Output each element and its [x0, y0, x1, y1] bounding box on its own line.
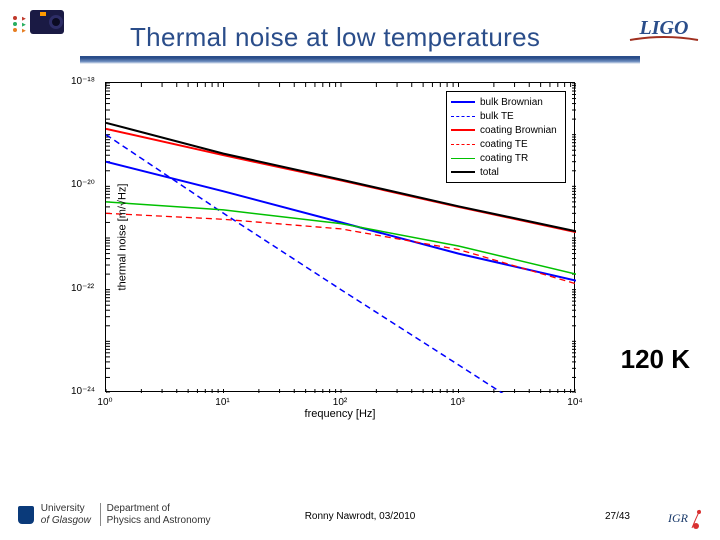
university-name-1: University	[41, 503, 85, 514]
legend-label: coating TE	[480, 139, 528, 150]
ytick-label: 10⁻²⁴	[71, 386, 95, 397]
footer-page-number: 27/43	[605, 511, 630, 522]
legend-swatch	[451, 158, 475, 159]
xtick-label: 10⁰	[97, 397, 112, 408]
svg-text:▶: ▶	[22, 28, 26, 34]
legend-row: coating TE	[451, 137, 561, 151]
igr-logo: IGR	[652, 506, 702, 530]
department-line-2: Physics and Astronomy	[107, 515, 211, 526]
xtick-label: 10³	[450, 397, 464, 408]
legend-label: coating Brownian	[480, 125, 557, 136]
x-axis-label: frequency [Hz]	[305, 408, 376, 420]
legend-swatch	[451, 171, 475, 173]
ytick-label: 10⁻²²	[71, 283, 94, 294]
legend-label: total	[480, 167, 499, 178]
legend-label: coating TR	[480, 153, 528, 164]
ligo-logo: LIGO	[624, 12, 704, 46]
ytick-label: 10⁻¹⁸	[71, 76, 95, 87]
slide: ▶ ▶ ▶ Thermal noise at low temperatures …	[0, 0, 720, 540]
y-axis-label: thermal noise [m/√Hz]	[116, 184, 128, 291]
legend-swatch	[451, 129, 475, 131]
legend-label: bulk Brownian	[480, 97, 543, 108]
header-divider	[80, 56, 640, 64]
legend-row: coating Brownian	[451, 123, 561, 137]
slide-title: Thermal noise at low temperatures	[130, 22, 540, 53]
legend-row: coating TR	[451, 151, 561, 165]
department-line-1: Department of	[107, 503, 170, 514]
legend-swatch	[451, 144, 475, 145]
university-name-2: of Glasgow	[41, 515, 91, 526]
xtick-label: 10²	[333, 397, 347, 408]
chart-legend: bulk Brownian bulk TE coating Brownian coat…	[446, 91, 566, 183]
legend-swatch	[451, 101, 475, 103]
xtick-label: 10¹	[215, 397, 229, 408]
legend-swatch	[451, 116, 475, 117]
svg-text:LIGO: LIGO	[639, 17, 689, 39]
ytick-label: 10⁻²⁰	[71, 179, 95, 190]
xtick-label: 10⁴	[567, 397, 582, 408]
university-logo: University of Glasgow Department of Phys…	[18, 503, 211, 526]
thermal-noise-chart: bulk Brownian bulk TE coating Brownian coat…	[105, 82, 575, 392]
legend-row: bulk Brownian	[451, 95, 561, 109]
shield-icon	[18, 506, 34, 524]
plot-area: bulk Brownian bulk TE coating Brownian coat…	[105, 82, 575, 392]
temperature-annotation: 120 K	[621, 344, 690, 375]
svg-text:IGR: IGR	[667, 511, 689, 525]
et-logo: ▶ ▶ ▶	[10, 6, 80, 50]
legend-label: bulk TE	[480, 111, 514, 122]
legend-row: bulk TE	[451, 109, 561, 123]
legend-row: total	[451, 165, 561, 179]
header: ▶ ▶ ▶ Thermal noise at low temperatures …	[0, 0, 720, 60]
footer-author-date: Ronny Nawrodt, 03/2010	[305, 511, 416, 522]
